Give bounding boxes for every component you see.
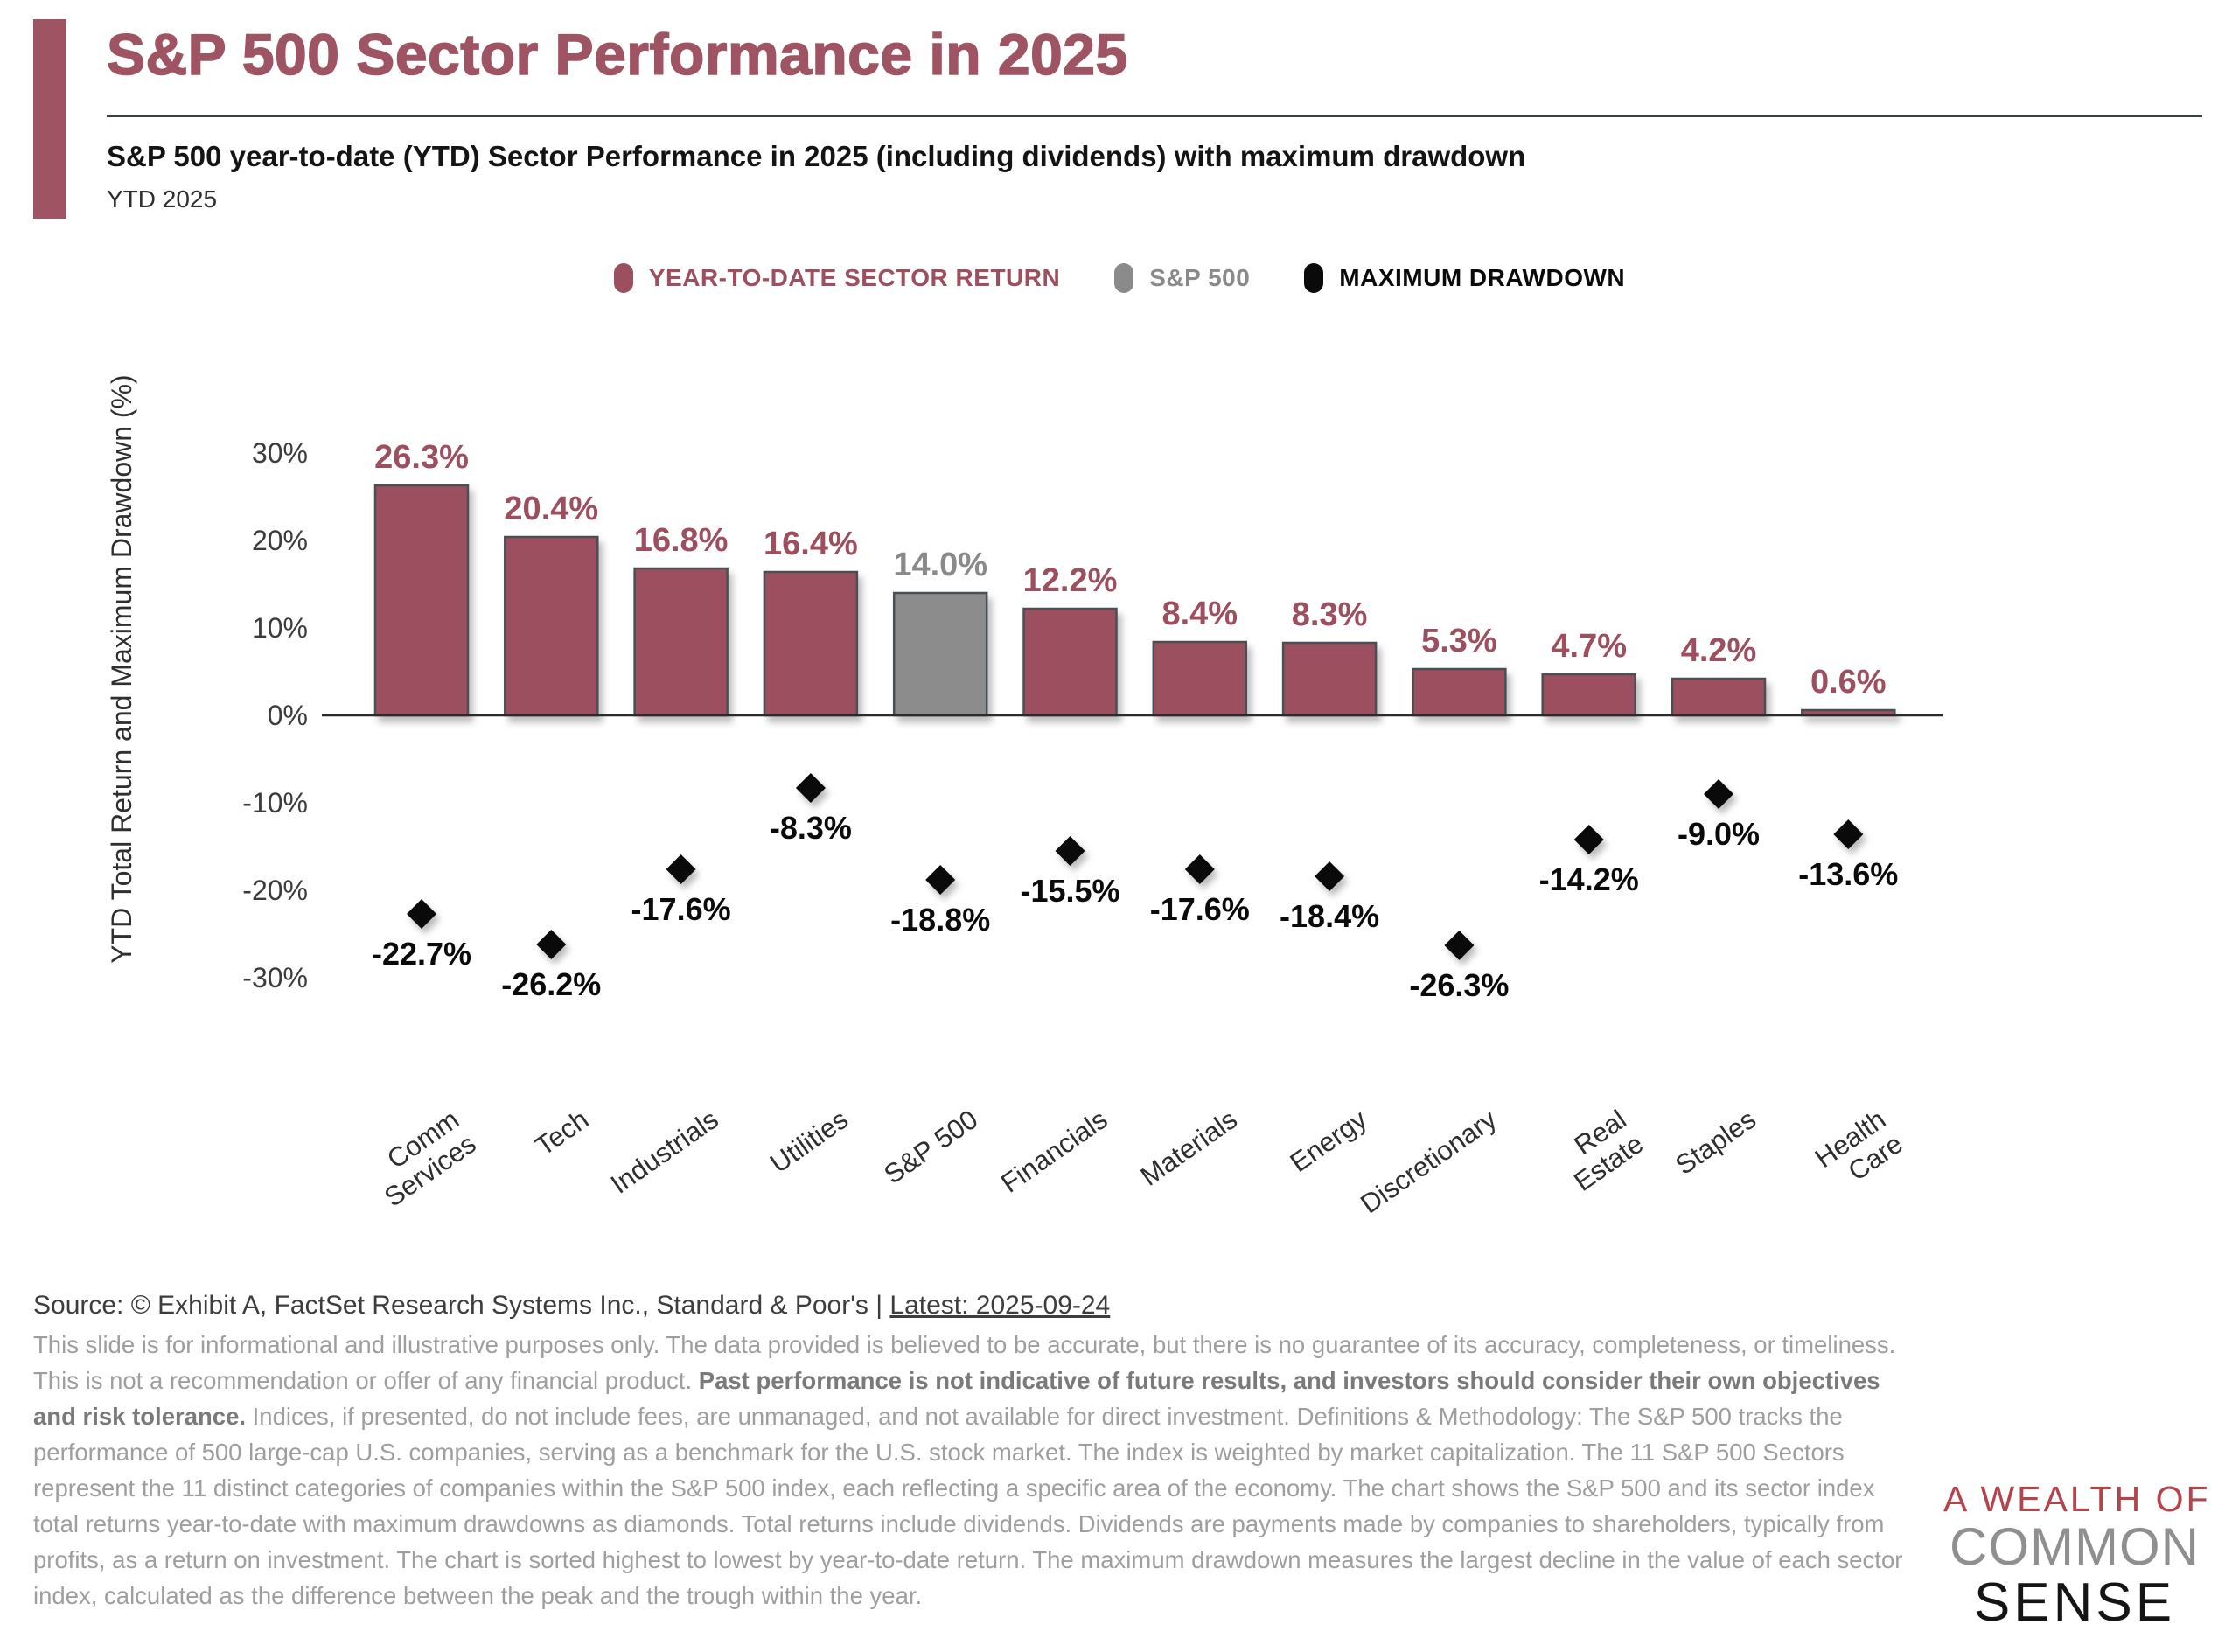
bar-value-utilities: 16.4% xyxy=(764,526,858,562)
title-divider xyxy=(107,115,2202,117)
drawdown-diamond-icon-real-estate xyxy=(1573,825,1604,854)
title-accent-bar xyxy=(33,19,66,219)
drawdown-value-tech: -26.2% xyxy=(501,966,601,1002)
chart-svg: 30% 20% 10% 0% -10% -20% -30% YTD Total Return … xyxy=(106,374,1943,1220)
drawdown-diamond-icon-s-p-500 xyxy=(925,865,956,895)
chart-legend: YEAR-TO-DATE SECTOR RETURN S&P 500 MAXIMUM… xyxy=(0,263,2239,293)
bar-value-s-p-500: 14.0% xyxy=(893,547,987,583)
drawdown-value-discretionary: -26.3% xyxy=(1409,967,1509,1003)
y-tick-label--30: -30% xyxy=(242,962,308,993)
bar-value-discretionary: 5.3% xyxy=(1421,623,1497,659)
drawdown-value-real-estate: -14.2% xyxy=(1539,861,1639,897)
logo-line-3: SENSE xyxy=(1973,1572,2176,1634)
drawdown-value-health-care: -13.6% xyxy=(1798,856,1898,892)
bar-value-tech: 20.4% xyxy=(504,491,598,527)
x-label-health-care: HealthCare xyxy=(1810,1104,1908,1198)
legend-item-1: S&P 500 xyxy=(1114,263,1250,293)
bar-energy xyxy=(1281,641,1378,717)
legend-swatch-icon xyxy=(1114,263,1134,293)
logo-line-2: COMMON xyxy=(1950,1517,2200,1577)
drawdown-value-materials: -17.6% xyxy=(1150,891,1250,927)
y-tick-label--10: -10% xyxy=(242,787,308,819)
drawdown-value-comm-services: -22.7% xyxy=(372,936,471,972)
bar-value-real-estate: 4.7% xyxy=(1551,628,1627,665)
disclaimer-bold: Past performance is not indicative of fu… xyxy=(33,1366,1880,1430)
bar-staples xyxy=(1671,677,1767,717)
drawdown-value-industrials: -17.6% xyxy=(631,891,731,927)
drawdown-diamond-icon-utilities xyxy=(795,773,826,803)
legend-swatch-icon xyxy=(613,263,633,293)
x-label-s-p-500: S&P 500 xyxy=(878,1104,983,1190)
legend-label: YEAR-TO-DATE SECTOR RETURN xyxy=(648,264,1061,291)
y-tick-label-20: 20% xyxy=(252,525,308,556)
drawdown-value-financials: -15.5% xyxy=(1020,873,1120,909)
drawdown-diamond-icon-health-care xyxy=(1833,819,1864,849)
drawdown-diamond-icon-tech xyxy=(536,930,567,959)
x-label-staples: Staples xyxy=(1670,1104,1761,1181)
chart-subtitle: S&P 500 year-to-date (YTD) Sector Perfor… xyxy=(107,140,1526,172)
bar-discretionary xyxy=(1412,667,1507,717)
y-tick-label-10: 10% xyxy=(252,612,308,644)
legend-label: S&P 500 xyxy=(1149,264,1251,291)
bar-financials xyxy=(1022,607,1118,717)
legend-swatch-icon xyxy=(1304,263,1324,293)
bar-s-p-500 xyxy=(892,591,988,717)
bar-value-comm-services: 26.3% xyxy=(374,439,469,476)
legend-label: MAXIMUM DRAWDOWN xyxy=(1339,264,1626,291)
x-label-utilities: Utilities xyxy=(764,1104,854,1179)
source-line: Source: © Exhibit A, FactSet Research Sy… xyxy=(33,1291,1110,1321)
bar-value-industrials: 16.8% xyxy=(634,522,729,559)
bar-comm-services xyxy=(373,484,470,717)
bar-value-materials: 8.4% xyxy=(1161,596,1238,632)
x-label-energy: Energy xyxy=(1285,1104,1373,1178)
x-label-real-estate: RealEstate xyxy=(1552,1104,1650,1197)
period-label: YTD 2025 xyxy=(107,185,218,213)
drawdown-value-energy: -18.4% xyxy=(1280,898,1379,934)
drawdown-diamond-icon-materials xyxy=(1184,854,1215,884)
bar-tech xyxy=(504,535,599,717)
bar-real-estate xyxy=(1541,673,1636,717)
x-label-financials: Financials xyxy=(995,1104,1113,1199)
bar-value-energy: 8.3% xyxy=(1292,596,1368,633)
latest-date-link[interactable]: Latest: 2025-09-24 xyxy=(889,1291,1111,1320)
drawdown-diamond-icon-comm-services xyxy=(407,899,436,929)
bar-industrials xyxy=(633,567,729,717)
x-label-materials: Materials xyxy=(1135,1104,1243,1192)
x-label-tech: Tech xyxy=(530,1104,595,1161)
page-title: S&P 500 Sector Performance in 2025 xyxy=(106,22,1128,87)
y-axis-title: YTD Total Return and Maximum Drawdown (%… xyxy=(106,374,137,963)
logo-line-1: A WEALTH OF xyxy=(1943,1479,2211,1519)
bar-utilities xyxy=(763,570,859,717)
bar-materials xyxy=(1152,640,1248,717)
drawdown-diamond-icon-financials xyxy=(1055,836,1085,866)
drawdown-diamond-icon-discretionary xyxy=(1444,931,1475,960)
drawdown-value-s-p-500: -18.8% xyxy=(890,902,990,938)
drawdown-diamond-icon-industrials xyxy=(666,854,696,884)
drawdown-diamond-icon-staples xyxy=(1704,779,1733,809)
bar-value-staples: 4.2% xyxy=(1681,632,1757,669)
x-label-industrials: Industrials xyxy=(605,1104,724,1200)
bar-value-financials: 12.2% xyxy=(1023,562,1118,599)
drawdown-value-utilities: -8.3% xyxy=(770,810,852,846)
disclaimer-part-2: Indices, if presented, do not include fe… xyxy=(33,1402,1903,1609)
disclaimer-part-1: This slide is for informational and illu… xyxy=(33,1331,1896,1394)
x-label-comm-services: CommServices xyxy=(362,1104,482,1213)
source-text: Source: © Exhibit A, FactSet Research Sy… xyxy=(33,1291,890,1320)
drawdown-diamond-icon-energy xyxy=(1315,861,1345,891)
drawdown-value-staples: -9.0% xyxy=(1678,816,1760,852)
y-tick-label-0: 0% xyxy=(268,700,308,731)
y-tick-label--20: -20% xyxy=(242,875,308,906)
legend-item-0: YEAR-TO-DATE SECTOR RETURN xyxy=(613,263,1061,293)
brand-logo: A WEALTH OF COMMON SENSE xyxy=(1943,1479,2211,1634)
bar-value-health-care: 0.6% xyxy=(1810,664,1887,701)
disclaimer-text: This slide is for informational and illu… xyxy=(33,1328,1915,1614)
y-tick-label-30: 30% xyxy=(252,437,308,469)
legend-item-2: MAXIMUM DRAWDOWN xyxy=(1304,263,1625,293)
x-label-discretionary: Discretionary xyxy=(1355,1104,1503,1220)
